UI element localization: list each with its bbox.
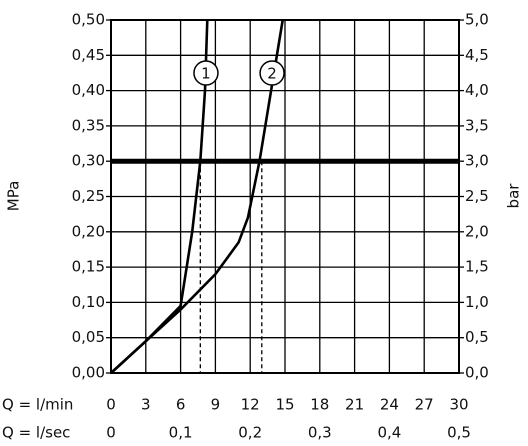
y2-tick-label: 0,0 [465,364,489,382]
y-tick-label: 0,30 [72,152,105,170]
x2-tick-label: 0,3 [308,424,332,442]
y2-axis-label: bar [505,183,523,209]
x-tick-label: 30 [449,396,468,414]
y2-tick-label: 1,5 [465,258,489,276]
y-tick-label: 0,00 [72,364,105,382]
plot-frame [110,19,460,374]
x-tick-label: 27 [415,396,434,414]
x2-axis-label: Q = l/sec [2,424,70,442]
y2-tick-label: 4,5 [465,46,489,64]
y-tick-label: 0,50 [72,11,105,29]
x-tick-label: 0 [106,396,116,414]
y-tick-label: 0,45 [72,46,105,64]
x-tick-label: 9 [211,396,221,414]
x-tick-label: 12 [241,396,260,414]
x-axis-label: Q = l/min [2,396,73,414]
x2-tick-label: 0,2 [238,424,262,442]
x2-tick-label: 0 [106,424,116,442]
x-tick-label: 21 [345,396,364,414]
y-axis-label: MPa [5,181,23,212]
y2-tick-label: 4,0 [465,81,489,99]
y2-tick-label: 2,0 [465,222,489,240]
y2-tick-label: 5,0 [465,11,489,29]
y-tick-label: 0,05 [72,328,105,346]
x2-tick-label: 0,1 [169,424,193,442]
y2-tick-label: 3,0 [465,152,489,170]
series-line [110,19,284,374]
series-badge [259,60,285,86]
x-tick-label: 3 [141,396,151,414]
y2-tick-label: 0,5 [465,328,489,346]
y2-tick-label: 3,5 [465,116,489,134]
y-tick-label: 0,35 [72,116,105,134]
x-tick-label: 18 [310,396,329,414]
series-name: 1 [201,65,211,83]
y-tick-label: 0,25 [72,187,105,205]
y-tick-label: 0,10 [72,293,105,311]
x2-tick-label: 0,5 [447,424,471,442]
y2-tick-label: 2,5 [465,187,489,205]
x-tick-label: 15 [275,396,294,414]
y-tick-label: 0,20 [72,222,105,240]
y2-tick-label: 1,0 [465,293,489,311]
y-tick-label: 0,15 [72,258,105,276]
x-tick-label: 6 [176,396,186,414]
y-tick-label: 0,40 [72,81,105,99]
x2-tick-label: 0,4 [377,424,401,442]
series-name: 2 [267,65,277,83]
series-badge [193,60,219,86]
x-tick-label: 24 [380,396,399,414]
